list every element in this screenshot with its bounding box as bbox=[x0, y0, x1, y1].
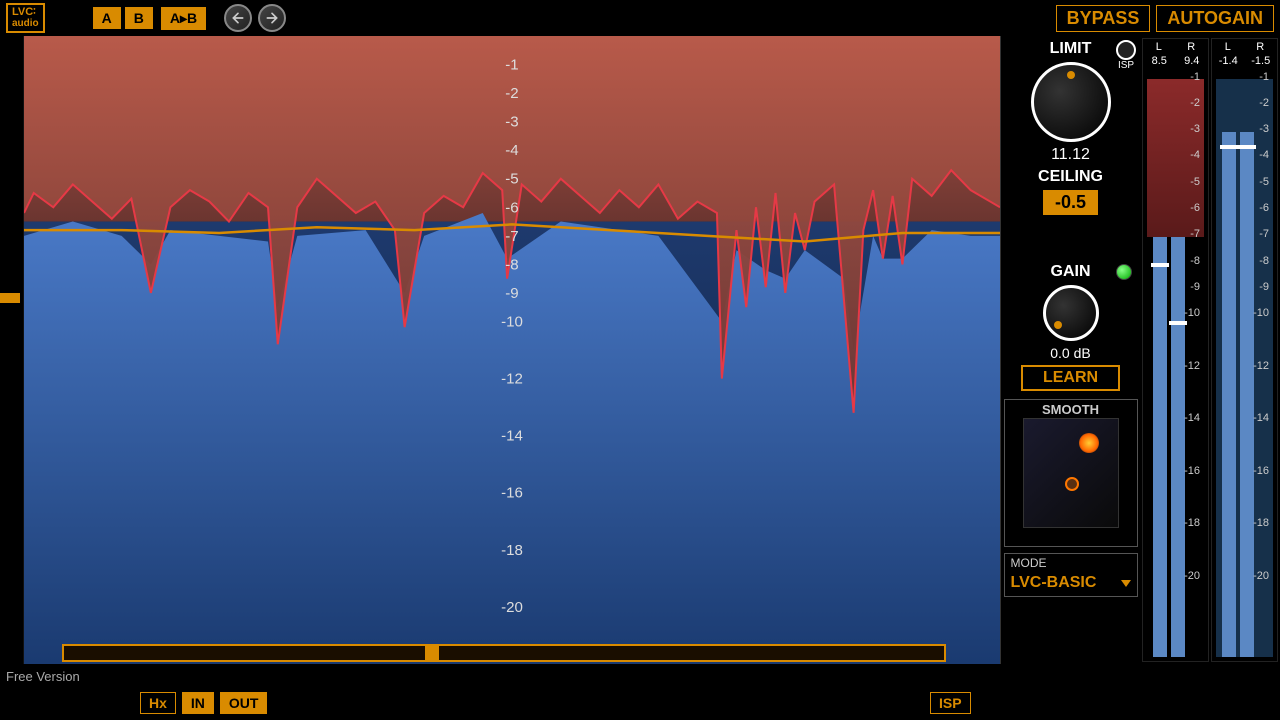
gain-label: GAIN bbox=[1051, 263, 1091, 281]
scrollbar-thumb[interactable] bbox=[425, 646, 439, 660]
timeline-scrollbar[interactable] bbox=[62, 644, 946, 662]
mode-selector[interactable]: MODE LVC-BASIC bbox=[1004, 553, 1138, 597]
xy-label-smooth: SMOOTH bbox=[1042, 402, 1099, 417]
meter-gain-reduction: LR8.59.4-1-2-3-4-5-6-7-8-9-10-12-14-16-1… bbox=[1142, 38, 1209, 662]
gain-led-indicator bbox=[1116, 264, 1132, 280]
brand-logo: LVC●●audio bbox=[6, 3, 45, 33]
hx-button[interactable]: Hx bbox=[140, 692, 176, 714]
version-label: Free Version bbox=[6, 669, 80, 684]
mode-value: LVC-BASIC bbox=[1011, 574, 1097, 592]
gain-knob[interactable] bbox=[1043, 285, 1099, 341]
gain-value: 0.0 dB bbox=[1050, 345, 1090, 361]
autogain-button[interactable]: AUTOGAIN bbox=[1156, 5, 1274, 32]
character-xy-pad[interactable] bbox=[1023, 418, 1119, 528]
isp-label: ISP bbox=[1118, 60, 1134, 71]
copy-a-to-b-button[interactable]: A▸B bbox=[161, 7, 206, 30]
svg-text:-9: -9 bbox=[505, 285, 518, 302]
svg-text:-6: -6 bbox=[505, 199, 518, 216]
bypass-button[interactable]: BYPASS bbox=[1056, 5, 1151, 32]
xy-cursor[interactable] bbox=[1065, 477, 1079, 491]
svg-text:-12: -12 bbox=[501, 371, 523, 388]
controls-panel: LIMIT ISP 11.12 CEILING -0.5 GAIN 0.0 dB… bbox=[1000, 36, 1140, 664]
chevron-down-icon bbox=[1121, 580, 1131, 587]
output-meters: LR8.59.4-1-2-3-4-5-6-7-8-9-10-12-14-16-1… bbox=[1140, 36, 1280, 664]
svg-text:-1: -1 bbox=[505, 57, 518, 74]
waveform-graph[interactable]: -1 -2 -3 -4 -5 -6 -7 -8 -9 -10 -12 -14 -16 -18 -20 bbox=[24, 36, 1000, 664]
limit-knob[interactable] bbox=[1031, 62, 1111, 142]
top-toolbar: LVC●●audio A B A▸B BYPASS AUTOGAIN bbox=[0, 0, 1280, 36]
svg-text:-20: -20 bbox=[501, 599, 523, 616]
svg-text:-16: -16 bbox=[501, 485, 523, 502]
isp-button[interactable]: ISP bbox=[930, 692, 971, 714]
ceiling-value[interactable]: -0.5 bbox=[1043, 190, 1098, 215]
learn-button[interactable]: LEARN bbox=[1021, 365, 1120, 391]
svg-text:-14: -14 bbox=[501, 428, 523, 445]
out-button[interactable]: OUT bbox=[220, 692, 268, 714]
undo-button[interactable] bbox=[224, 4, 252, 32]
svg-text:-4: -4 bbox=[505, 142, 518, 159]
svg-text:-2: -2 bbox=[505, 85, 518, 102]
svg-text:-5: -5 bbox=[505, 171, 518, 188]
in-button[interactable]: IN bbox=[182, 692, 214, 714]
ceiling-label: CEILING bbox=[1038, 168, 1103, 186]
svg-text:-3: -3 bbox=[505, 114, 518, 131]
limit-value: 11.12 bbox=[1051, 146, 1090, 164]
redo-button[interactable] bbox=[258, 4, 286, 32]
limit-label: LIMIT bbox=[1050, 40, 1092, 58]
preset-b-button[interactable]: B bbox=[125, 7, 153, 29]
meter-output-level: LR-1.4-1.5-1-2-3-4-5-6-7-8-9-10-12-14-16… bbox=[1211, 38, 1278, 662]
svg-text:-18: -18 bbox=[501, 542, 523, 559]
svg-text:-7: -7 bbox=[505, 228, 518, 245]
input-level-strip bbox=[0, 36, 24, 664]
preset-a-button[interactable]: A bbox=[93, 7, 121, 29]
character-xy-pad-container: SMOOTH PUNCH CLEAN AGGRESSIVE bbox=[1004, 399, 1138, 547]
ab-compare-group: A B bbox=[93, 7, 153, 29]
isp-toggle[interactable] bbox=[1116, 40, 1136, 60]
svg-text:-10: -10 bbox=[501, 313, 523, 330]
svg-text:-8: -8 bbox=[505, 256, 518, 273]
input-level-marker bbox=[0, 293, 20, 303]
xy-flare-icon bbox=[1079, 433, 1099, 453]
mode-label: MODE bbox=[1005, 554, 1137, 572]
